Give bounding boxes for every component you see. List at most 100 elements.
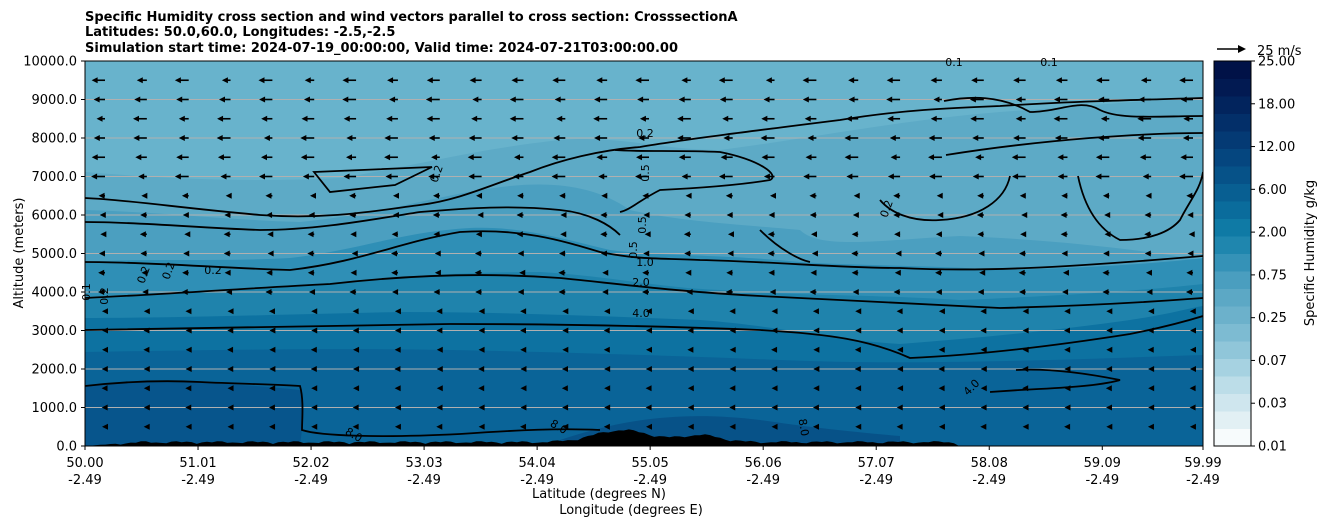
colorbar-tick-label: 0.75 bbox=[1258, 268, 1287, 283]
contour-line bbox=[614, 149, 774, 213]
wind-arrow-head bbox=[304, 77, 311, 84]
wind-arrow-head bbox=[1019, 250, 1026, 257]
wind-arrow-head bbox=[1106, 366, 1113, 372]
wind-arrow-head bbox=[1022, 327, 1029, 334]
y-tick-label: 4000.0 bbox=[32, 286, 78, 301]
wind-arrow-head bbox=[935, 269, 942, 276]
colorbar-tick-label: 0.03 bbox=[1258, 397, 1287, 412]
wind-arrow-head bbox=[1139, 154, 1146, 161]
wind-arrow-head bbox=[897, 366, 904, 372]
wind-arrow-head bbox=[436, 346, 443, 353]
colorbar-segment bbox=[1214, 148, 1251, 167]
x-tick-lat-label: 52.02 bbox=[292, 456, 329, 471]
wind-arrow-head bbox=[809, 212, 816, 218]
wind-arrow-head bbox=[1057, 154, 1064, 161]
wind-arrow-head bbox=[559, 192, 566, 199]
x-tick-lon-label: -2.49 bbox=[859, 473, 893, 488]
colorbar-segment bbox=[1214, 131, 1251, 149]
wind-arrow-head bbox=[387, 77, 394, 84]
wind-arrow-head bbox=[100, 231, 107, 238]
x-tick-lon-label: -2.49 bbox=[746, 473, 780, 488]
wind-arrow-head bbox=[135, 154, 142, 161]
wind-arrow-head bbox=[854, 346, 861, 353]
wind-arrow-head bbox=[687, 308, 694, 315]
quiver-key: 25 m/s bbox=[1217, 44, 1302, 59]
wind-arrow-head bbox=[478, 404, 485, 411]
wind-arrow-head bbox=[596, 77, 603, 84]
wind-arrow-head bbox=[227, 423, 234, 430]
wind-arrow-head bbox=[178, 115, 185, 122]
wind-arrow-head bbox=[384, 154, 391, 161]
wind-arrow-head bbox=[896, 423, 903, 430]
colorbar-segment bbox=[1214, 271, 1251, 289]
y-tick-label: 9000.0 bbox=[32, 93, 78, 108]
wind-arrow-head bbox=[221, 77, 228, 84]
wind-arrow-head bbox=[1060, 212, 1067, 218]
wind-arrow-head bbox=[928, 135, 935, 141]
wind-arrow-head bbox=[258, 173, 265, 180]
wind-arrow-head bbox=[1144, 212, 1151, 218]
wind-arrow-head bbox=[600, 250, 607, 257]
wind-arrow-head bbox=[1054, 135, 1061, 141]
wind-arrow-head bbox=[645, 404, 652, 411]
wind-arrow-head bbox=[353, 346, 360, 353]
wind-arrow-head bbox=[391, 231, 398, 238]
wind-arrow-head bbox=[553, 135, 560, 141]
wind-arrow-head bbox=[1142, 173, 1149, 180]
wind-arrow-head bbox=[855, 404, 862, 411]
wind-arrow-head bbox=[933, 96, 940, 103]
wind-arrow-head bbox=[771, 385, 778, 392]
colorbar-ticks: 0.01 0.03 0.07 0.25 0.75 2.00 6.00 12.00 18.00 25… bbox=[1251, 55, 1295, 455]
wind-arrow-head bbox=[227, 346, 234, 353]
contour-label: 2.0 bbox=[632, 276, 650, 289]
wind-arrow-head bbox=[771, 346, 778, 353]
wind-arrow-head bbox=[1061, 192, 1068, 199]
colorbar-segment bbox=[1214, 236, 1251, 254]
wind-arrow-head bbox=[1015, 115, 1022, 122]
wind-arrow-head bbox=[854, 366, 861, 372]
wind-arrow-head bbox=[509, 96, 516, 103]
wind-arrow-head bbox=[352, 423, 359, 430]
wind-arrow-head bbox=[1060, 231, 1067, 238]
quiver-key-arrow-head bbox=[1238, 45, 1246, 53]
wind-arrow-head bbox=[174, 173, 181, 180]
humidity-layer bbox=[85, 349, 1203, 446]
wind-arrow-head bbox=[259, 96, 266, 103]
wind-arrow-head bbox=[681, 173, 688, 180]
x-tick-lon-label: -2.49 bbox=[68, 473, 102, 488]
wind-arrow-head bbox=[474, 269, 481, 276]
wind-arrow-head bbox=[635, 77, 642, 84]
wind-arrow-head bbox=[896, 308, 903, 315]
wind-arrow-head bbox=[1190, 327, 1196, 334]
wind-arrow-head bbox=[1018, 269, 1025, 276]
wind-arrow-head bbox=[637, 96, 644, 103]
wind-arrow-head bbox=[802, 96, 809, 103]
wind-arrow-head bbox=[269, 346, 276, 353]
wind-arrow-head bbox=[978, 250, 985, 257]
colorbar-tick-label: 25.00 bbox=[1258, 55, 1295, 70]
colorbar-tick-label: 0.01 bbox=[1258, 440, 1287, 455]
wind-arrow-head bbox=[844, 135, 851, 141]
wind-arrow-head bbox=[223, 250, 230, 257]
wind-arrow-head bbox=[1190, 346, 1196, 353]
contour-label: 0.2 bbox=[636, 127, 654, 140]
wind-arrow-head bbox=[394, 327, 401, 334]
wind-arrow-head bbox=[890, 154, 897, 161]
wind-arrow-head bbox=[1095, 173, 1102, 180]
wind-arrow-head bbox=[181, 192, 188, 199]
wind-arrow-head bbox=[224, 212, 231, 218]
wind-arrow-head bbox=[687, 346, 694, 353]
wind-arrow-head bbox=[551, 154, 558, 161]
wind-arrow-head bbox=[813, 346, 820, 353]
wind-arrow-head bbox=[217, 115, 224, 122]
wind-arrow-head bbox=[677, 135, 684, 141]
wind-arrow-head bbox=[182, 212, 189, 218]
wind-arrow-head bbox=[345, 154, 352, 161]
wind-arrow-head bbox=[769, 192, 776, 199]
x-tick-lat-label: 59.99 bbox=[1184, 456, 1221, 471]
colorbar-tick-label: 12.00 bbox=[1258, 140, 1295, 155]
x-tick-lat-label: 59.09 bbox=[1084, 456, 1121, 471]
wind-arrow-head bbox=[1138, 96, 1145, 103]
wind-arrow-head bbox=[1148, 385, 1155, 392]
wind-arrow-head bbox=[810, 269, 817, 276]
